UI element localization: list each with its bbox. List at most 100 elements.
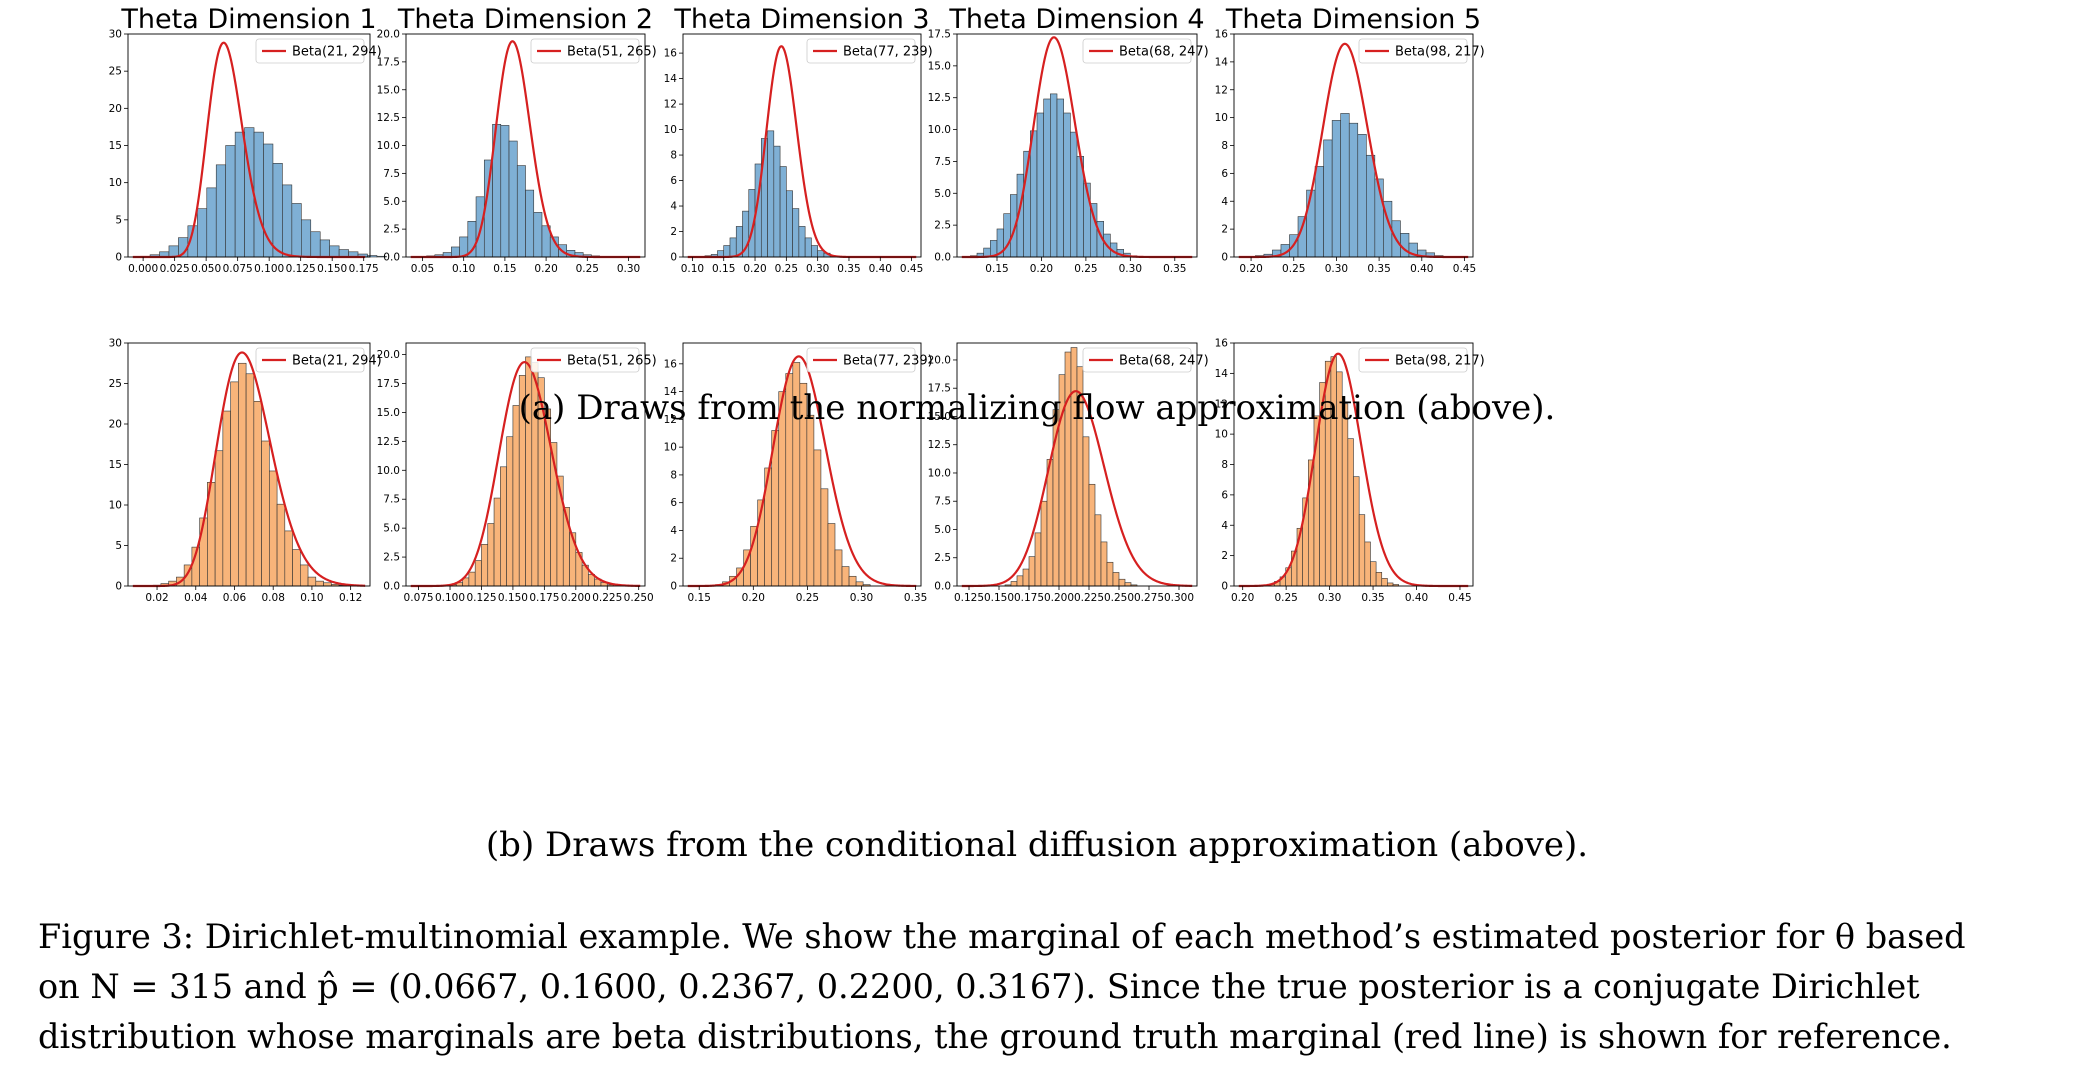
chart-1-1-ytick-label: 20 bbox=[109, 103, 122, 115]
chart-1-4: Theta Dimension 4 0.15 0.20 0.25 0.30 0.35 0.0… bbox=[928, 4, 1209, 275]
chart-2-4-ytick-label: 12.5 bbox=[928, 439, 951, 451]
chart-2-2-ytick-label: 2.5 bbox=[383, 552, 400, 564]
chart-1-5: Theta Dimension 5 0.20 0.25 0.30 0.35 0.40 0.4… bbox=[1215, 4, 1485, 275]
chart-2-3-ytick-label: 16 bbox=[664, 358, 678, 370]
chart-1-2-legend-label: Beta(51, 265) bbox=[567, 45, 657, 60]
chart-1-4-bar bbox=[1036, 112, 1044, 258]
chart-2-2-legend-label: Beta(51, 265) bbox=[567, 354, 657, 369]
chart-2-5-legend-box bbox=[1358, 347, 1468, 373]
chart-2-2-bar bbox=[487, 523, 495, 587]
chart-1-4-bars bbox=[970, 93, 1138, 258]
chart-2-3-legend: Beta(77, 239) bbox=[806, 347, 933, 373]
chart-2-4-ytick-label: 5.0 bbox=[934, 524, 951, 536]
chart-1-5-ytick-label: 4 bbox=[1221, 196, 1228, 208]
chart-1-5-ytick-label: 14 bbox=[1215, 56, 1229, 68]
chart-2-5-ytick-label: 4 bbox=[1221, 520, 1228, 532]
chart-1-1-bar bbox=[338, 249, 349, 258]
chart-1-1-bar bbox=[206, 187, 217, 258]
chart-2-2-xtick-label: 0.125 bbox=[466, 592, 496, 604]
chart-1-1-bar bbox=[225, 145, 236, 258]
chart-1-4-ytick-label: 5.0 bbox=[934, 188, 951, 200]
chart-1-1-bar bbox=[234, 131, 245, 258]
chart-2-4-bar bbox=[1016, 575, 1024, 587]
chart-2-2-xtick-label: 0.175 bbox=[529, 592, 559, 604]
chart-1-3-ytick-label: 2 bbox=[670, 226, 677, 238]
chart-1-4-ytick-label: 7.5 bbox=[934, 156, 951, 168]
chart-1-1-ytick-label: 10 bbox=[109, 177, 122, 189]
chart-1-3-ytick-label: 12 bbox=[664, 99, 677, 111]
chart-2-5-ytick-label: 14 bbox=[1215, 368, 1229, 380]
chart-2-3-ytick-label: 10 bbox=[664, 442, 677, 454]
chart-2-1-ytick-label: 0 bbox=[115, 581, 122, 593]
chart-2-5-bars bbox=[1268, 356, 1399, 587]
chart-2-2-ytick-label: 15.0 bbox=[377, 407, 400, 419]
chart-2-4-bar bbox=[1100, 541, 1108, 587]
chart-2-1-bar bbox=[222, 410, 231, 587]
chart-1-1-title: Theta Dimension 1 bbox=[120, 4, 376, 35]
chart-2-3-xtick-label: 0.20 bbox=[742, 592, 765, 604]
chart-1-4-xtick-label: 0.25 bbox=[1074, 263, 1097, 275]
chart-1-4-ytick-label: 15.0 bbox=[928, 60, 951, 72]
figure-caption-line-3: distribution whose marginals are beta di… bbox=[38, 1017, 1952, 1056]
chart-1-3-bar bbox=[767, 130, 775, 258]
chart-1-1-xtick-label: 0.075 bbox=[223, 263, 253, 275]
chart-1-4-xtick-label: 0.20 bbox=[1030, 263, 1053, 275]
chart-1-1-xtick-label: 0.150 bbox=[317, 263, 347, 275]
chart-2-5-bar bbox=[1353, 476, 1360, 587]
chart-1-4-bar bbox=[1070, 131, 1078, 258]
chart-1-2-xtick-label: 0.10 bbox=[452, 263, 475, 275]
chart-2-4-xtick-label: 0.200 bbox=[1044, 592, 1074, 604]
chart-2-4-xtick-label: 0.225 bbox=[1074, 592, 1104, 604]
chart-1-4-axes-frame bbox=[956, 33, 1198, 258]
chart-2-5-bar bbox=[1375, 572, 1383, 587]
chart-2-1-bars bbox=[152, 362, 348, 587]
chart-1-3-xtick-label: 0.10 bbox=[681, 263, 704, 275]
chart-2-3-axes-frame bbox=[682, 342, 922, 587]
chart-2-1-bar bbox=[284, 530, 293, 587]
figure-caption-line-1: Figure 3: Dirichlet-multinomial example.… bbox=[38, 917, 1966, 956]
chart-1-1-legend-label: Beta(21, 294) bbox=[292, 45, 382, 60]
chart-2-4-bar bbox=[1118, 578, 1126, 587]
chart-2-4-bar bbox=[1046, 459, 1054, 587]
chart-1-2-ytick-label: 10.0 bbox=[377, 140, 400, 152]
chart-1-1-bar bbox=[291, 203, 302, 258]
chart-2-1: 0.02 0.04 0.06 0.08 0.10 0.12 0 5 10 15 20 25 30 Beta… bbox=[109, 338, 382, 605]
chart-2-1-bar bbox=[315, 580, 324, 587]
chart-2-1-xtick-label: 0.02 bbox=[145, 592, 168, 604]
chart-2-4-bar bbox=[1070, 347, 1078, 587]
chart-2-1-xtick-label: 0.10 bbox=[300, 592, 323, 604]
chart-2-4-bar bbox=[1106, 561, 1114, 587]
chart-2-4-legend-box bbox=[1082, 347, 1192, 373]
chart-1-5-bar bbox=[1366, 154, 1376, 258]
chart-2-1-ytick-label: 5 bbox=[115, 540, 122, 552]
chart-1-4-bar bbox=[1050, 93, 1058, 258]
chart-2-3-bar bbox=[806, 414, 815, 587]
chart-1-1-xtick-label: 0.000 bbox=[128, 263, 158, 275]
chart-1-3-ytick-label: 16 bbox=[664, 48, 678, 60]
chart-2-1-legend: Beta(21, 294) bbox=[255, 347, 382, 373]
chart-1-3-bar bbox=[804, 237, 812, 258]
chart-2-5-xtick-label: 0.20 bbox=[1231, 592, 1254, 604]
chart-2-1-xtick-label: 0.06 bbox=[223, 592, 247, 604]
chart-1-2-ytick-label: 12.5 bbox=[377, 112, 400, 124]
chart-1-4-legend: Beta(68, 247) bbox=[1082, 38, 1209, 64]
chart-2-5-bar bbox=[1381, 578, 1388, 587]
chart-1-4-ytick-label: 2.5 bbox=[934, 220, 951, 232]
chart-2-3-xtick-label: 0.25 bbox=[796, 592, 819, 604]
chart-2-3-ytick-label: 2 bbox=[670, 553, 677, 565]
chart-2-4-xtick-label: 0.150 bbox=[984, 592, 1014, 604]
chart-2-5-bar bbox=[1387, 582, 1394, 587]
chart-1-2-legend: Beta(51, 265) bbox=[530, 38, 657, 64]
chart-2-3-bar bbox=[855, 581, 864, 587]
chart-1-3-bar bbox=[773, 145, 781, 258]
chart-2-4: 0.125 0.150 0.175 0.200 0.225 0.250 0.275 0.300… bbox=[928, 342, 1209, 604]
chart-1-3-ytick-label: 6 bbox=[670, 175, 677, 187]
chart-2-1-legend-label: Beta(21, 294) bbox=[292, 354, 382, 369]
chart-2-2-bars bbox=[449, 356, 614, 587]
chart-1-3-xtick-label: 0.20 bbox=[743, 263, 766, 275]
chart-2-3-legend-box bbox=[806, 347, 916, 373]
chart-2-5-ytick-label: 0 bbox=[1221, 581, 1228, 593]
chart-1-2-ytick-label: 2.5 bbox=[383, 224, 400, 236]
chart-1-3-xtick-label: 0.25 bbox=[775, 263, 798, 275]
